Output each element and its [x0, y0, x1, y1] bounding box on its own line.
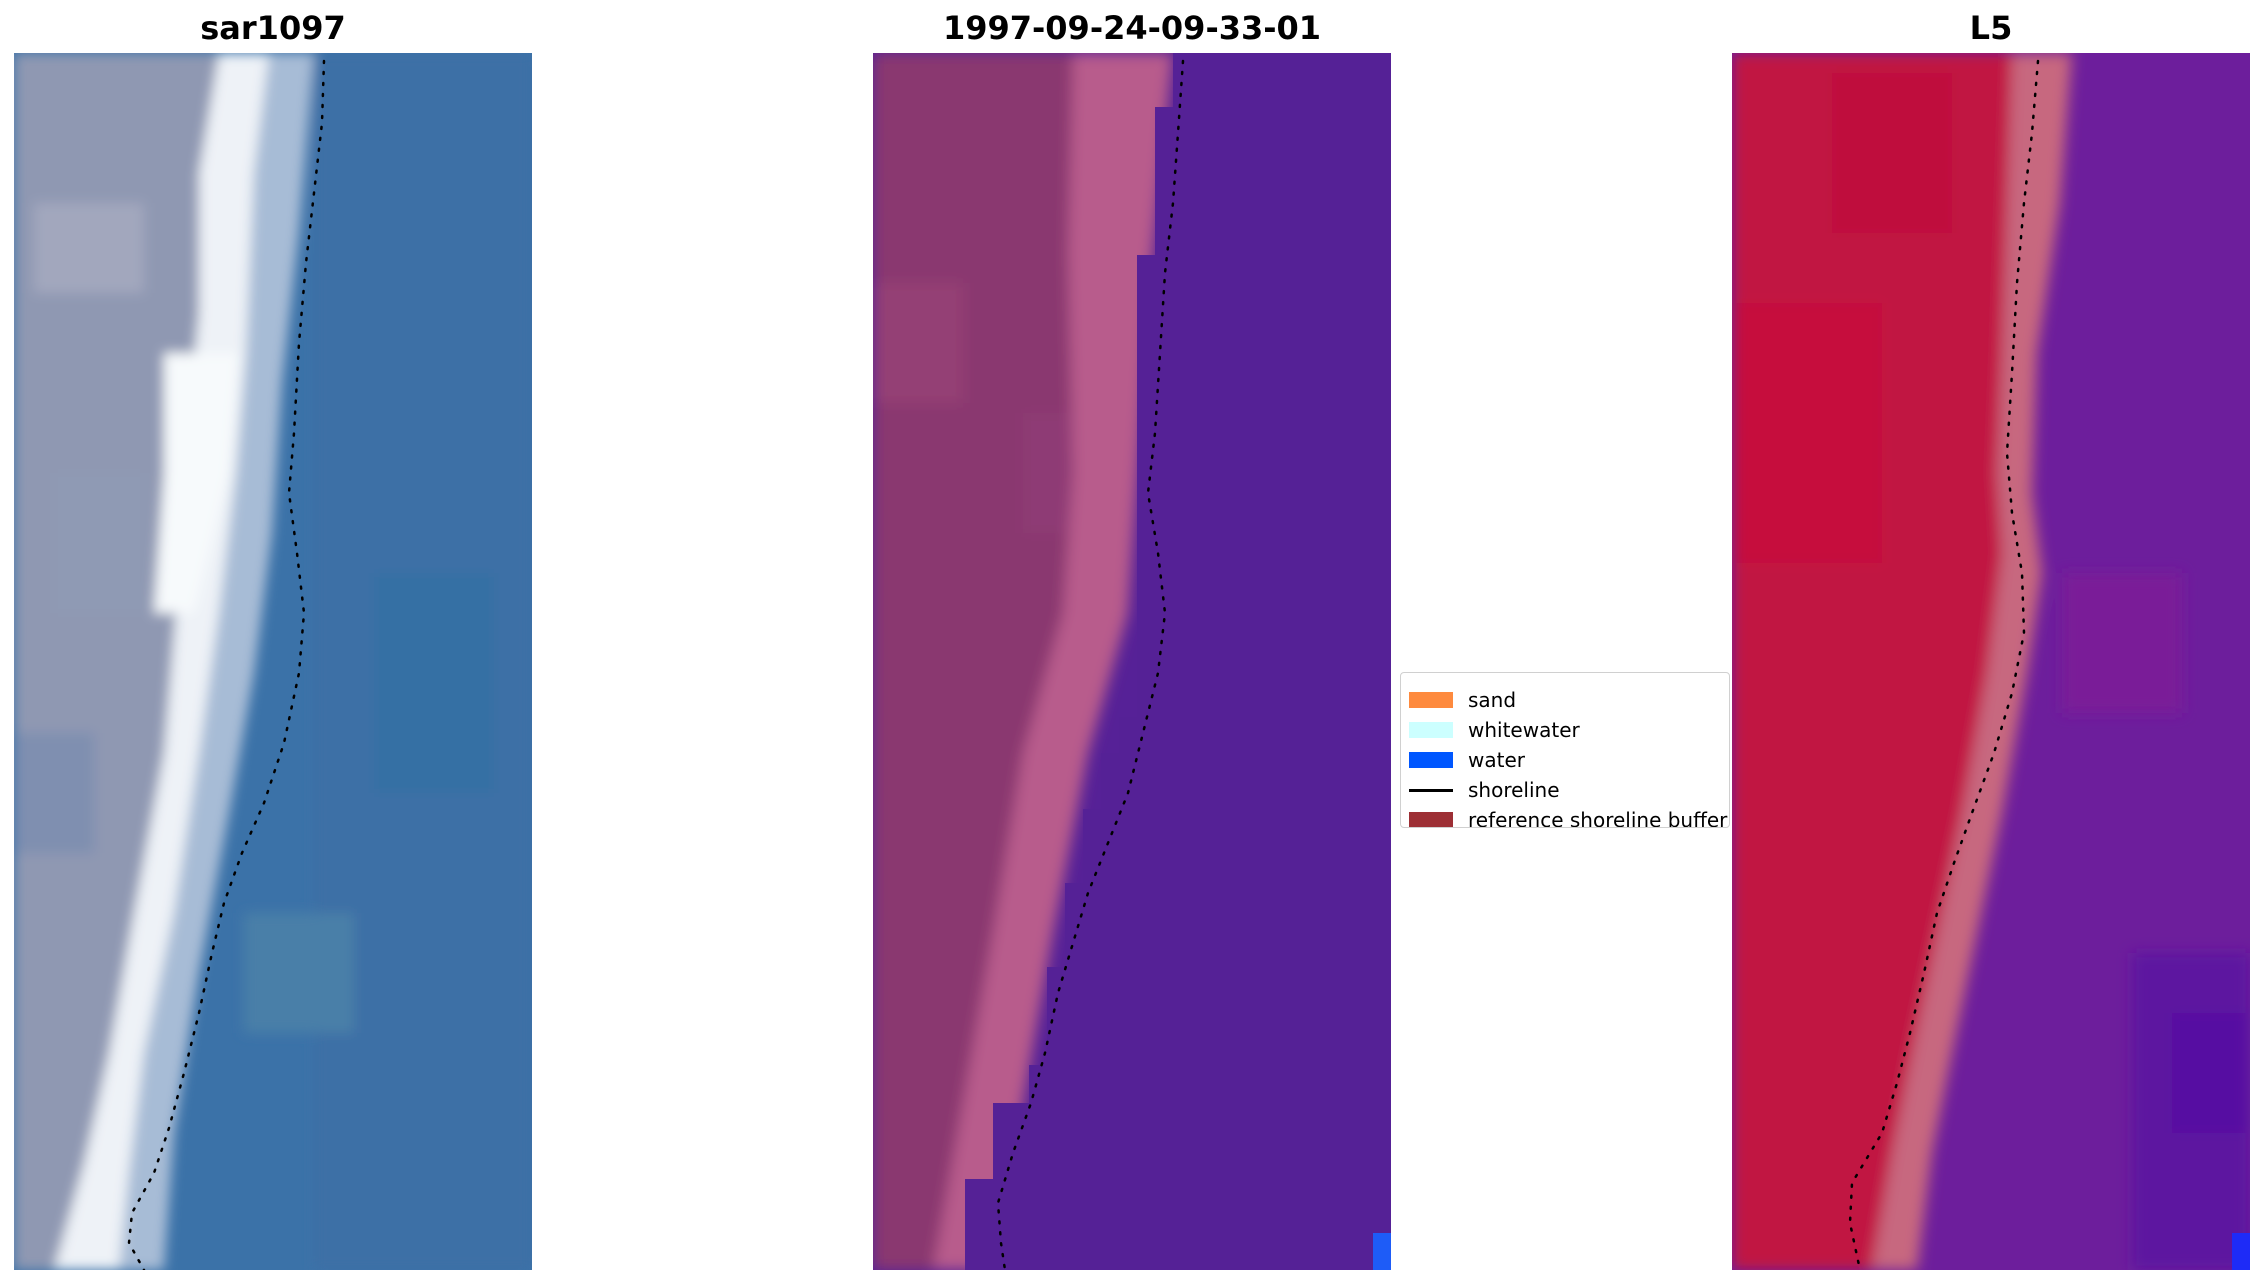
panel-title-classified: 1997-09-24-09-33-01: [942, 9, 1322, 47]
water-swatch: [1409, 752, 1453, 768]
shoreline-line-swatch: [1409, 788, 1453, 792]
rgb-image: [14, 53, 532, 1270]
legend-item-reference-buffer: reference shoreline buffer: [1409, 805, 1728, 828]
rgb-image-panel: [14, 53, 532, 1270]
legend-item-whitewater: whitewater: [1409, 715, 1580, 745]
shoreline-rgb: [127, 59, 326, 1270]
legend-label-sand: sand: [1468, 688, 1517, 712]
shoreline-classified: [996, 59, 1185, 1270]
legend-label-water: water: [1468, 748, 1525, 772]
legend-label-shoreline: shoreline: [1468, 778, 1560, 802]
legend-item-water: water: [1409, 745, 1525, 775]
mndwi-image-panel: [1732, 53, 2250, 1270]
shoreline-mndwi: [1848, 59, 2040, 1270]
legend-label-reference-buffer: reference shoreline buffer: [1468, 808, 1728, 828]
mndwi-water-pixel: [2232, 1233, 2250, 1270]
mndwi-image: [1732, 53, 2250, 1270]
reference-buffer-swatch: [1409, 812, 1453, 827]
legend-label-whitewater: whitewater: [1468, 718, 1580, 742]
panel-title-mndwi: L5: [1969, 9, 2013, 47]
classified-image-panel: [873, 53, 1391, 1270]
panel-title-rgb: sar1097: [200, 9, 346, 47]
classified-image: [873, 53, 1391, 1270]
sand-swatch: [1409, 692, 1453, 708]
legend: sand whitewater water shoreline referenc…: [1400, 672, 1730, 828]
legend-item-sand: sand: [1409, 685, 1516, 715]
water-pixel: [1373, 1233, 1391, 1270]
legend-item-shoreline: shoreline: [1409, 775, 1560, 805]
whitewater-swatch: [1409, 722, 1453, 738]
